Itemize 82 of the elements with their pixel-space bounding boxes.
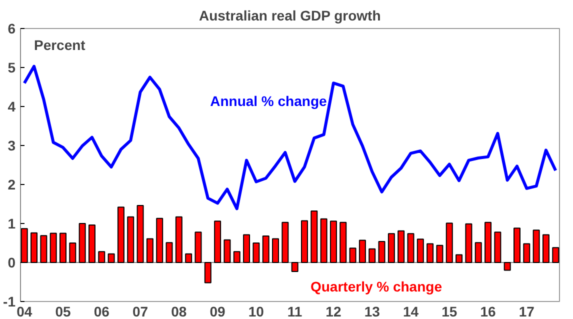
bar bbox=[185, 253, 192, 263]
x-tick-label: 17 bbox=[518, 304, 535, 319]
bar bbox=[474, 242, 482, 263]
bar bbox=[243, 234, 250, 263]
x-tick-label: 15 bbox=[442, 304, 458, 319]
bar bbox=[398, 230, 405, 263]
bar bbox=[175, 216, 182, 263]
bar bbox=[108, 253, 115, 263]
bar bbox=[233, 251, 240, 263]
bar bbox=[542, 234, 550, 263]
bar bbox=[300, 220, 308, 263]
bar bbox=[514, 228, 520, 263]
x-tick-label: 12 bbox=[326, 304, 342, 319]
x-tick-label: 11 bbox=[287, 304, 302, 319]
series-label: Annual % change bbox=[210, 93, 327, 110]
bar bbox=[465, 223, 472, 263]
bar bbox=[282, 222, 289, 263]
x-tick-label: 04 bbox=[16, 304, 32, 319]
bar bbox=[504, 262, 511, 271]
bar bbox=[146, 238, 154, 263]
y-tick-label: 6 bbox=[8, 20, 16, 36]
bar bbox=[50, 232, 57, 263]
bar bbox=[156, 218, 164, 263]
bar bbox=[40, 235, 48, 263]
bar bbox=[349, 248, 356, 263]
bar bbox=[272, 238, 280, 263]
bar bbox=[310, 210, 318, 263]
y-tick-label: 3 bbox=[8, 138, 16, 154]
bar bbox=[378, 240, 386, 263]
y-tick-label: 4 bbox=[8, 98, 16, 114]
y-tick-label: 0 bbox=[8, 254, 16, 270]
chart-title: Australian real GDP growth bbox=[198, 8, 381, 24]
bar bbox=[494, 232, 502, 263]
bar bbox=[204, 262, 212, 284]
bar bbox=[69, 242, 76, 263]
x-tick-label: 07 bbox=[132, 304, 148, 319]
bar bbox=[136, 205, 144, 263]
bar bbox=[127, 216, 134, 263]
bar bbox=[78, 223, 86, 263]
bar bbox=[98, 251, 106, 263]
bar bbox=[426, 243, 434, 263]
line-series bbox=[22, 64, 558, 210]
bar bbox=[194, 232, 202, 263]
y-tick-label: 2 bbox=[8, 176, 16, 192]
bar bbox=[456, 254, 463, 263]
bar bbox=[446, 222, 453, 263]
bar bbox=[262, 235, 270, 263]
bar bbox=[358, 240, 366, 263]
x-tick-label: 08 bbox=[171, 304, 187, 319]
x-tick-label: 09 bbox=[210, 304, 226, 319]
bar bbox=[30, 232, 38, 263]
bar bbox=[340, 222, 347, 263]
y-tick-label: 1 bbox=[8, 216, 16, 232]
bar bbox=[552, 247, 560, 263]
bar bbox=[117, 206, 124, 263]
bar bbox=[252, 242, 260, 263]
y-tick-label: -1 bbox=[3, 294, 16, 310]
bar bbox=[532, 230, 540, 263]
y-tick-label: 5 bbox=[8, 60, 16, 76]
bar bbox=[291, 262, 298, 272]
x-tick-label: 05 bbox=[55, 304, 71, 319]
bar bbox=[484, 222, 492, 263]
bar bbox=[388, 233, 395, 263]
x-tick-label: 14 bbox=[402, 304, 419, 319]
x-tick-label: 10 bbox=[248, 304, 264, 319]
bar bbox=[214, 220, 222, 263]
x-tick-label: 16 bbox=[480, 304, 496, 319]
bar bbox=[60, 232, 66, 263]
bar bbox=[330, 220, 337, 263]
bar bbox=[320, 218, 328, 263]
annotation: Percent bbox=[34, 37, 86, 54]
bar bbox=[407, 233, 414, 263]
bar bbox=[436, 244, 444, 263]
bar bbox=[523, 243, 530, 263]
x-tick-label: 06 bbox=[94, 304, 110, 319]
bar bbox=[224, 239, 231, 263]
bar bbox=[416, 238, 424, 263]
bar bbox=[166, 242, 173, 263]
bar bbox=[88, 224, 96, 263]
x-tick-label: 13 bbox=[364, 304, 380, 319]
bar bbox=[368, 248, 376, 263]
series-label: Quarterly % change bbox=[310, 278, 442, 295]
